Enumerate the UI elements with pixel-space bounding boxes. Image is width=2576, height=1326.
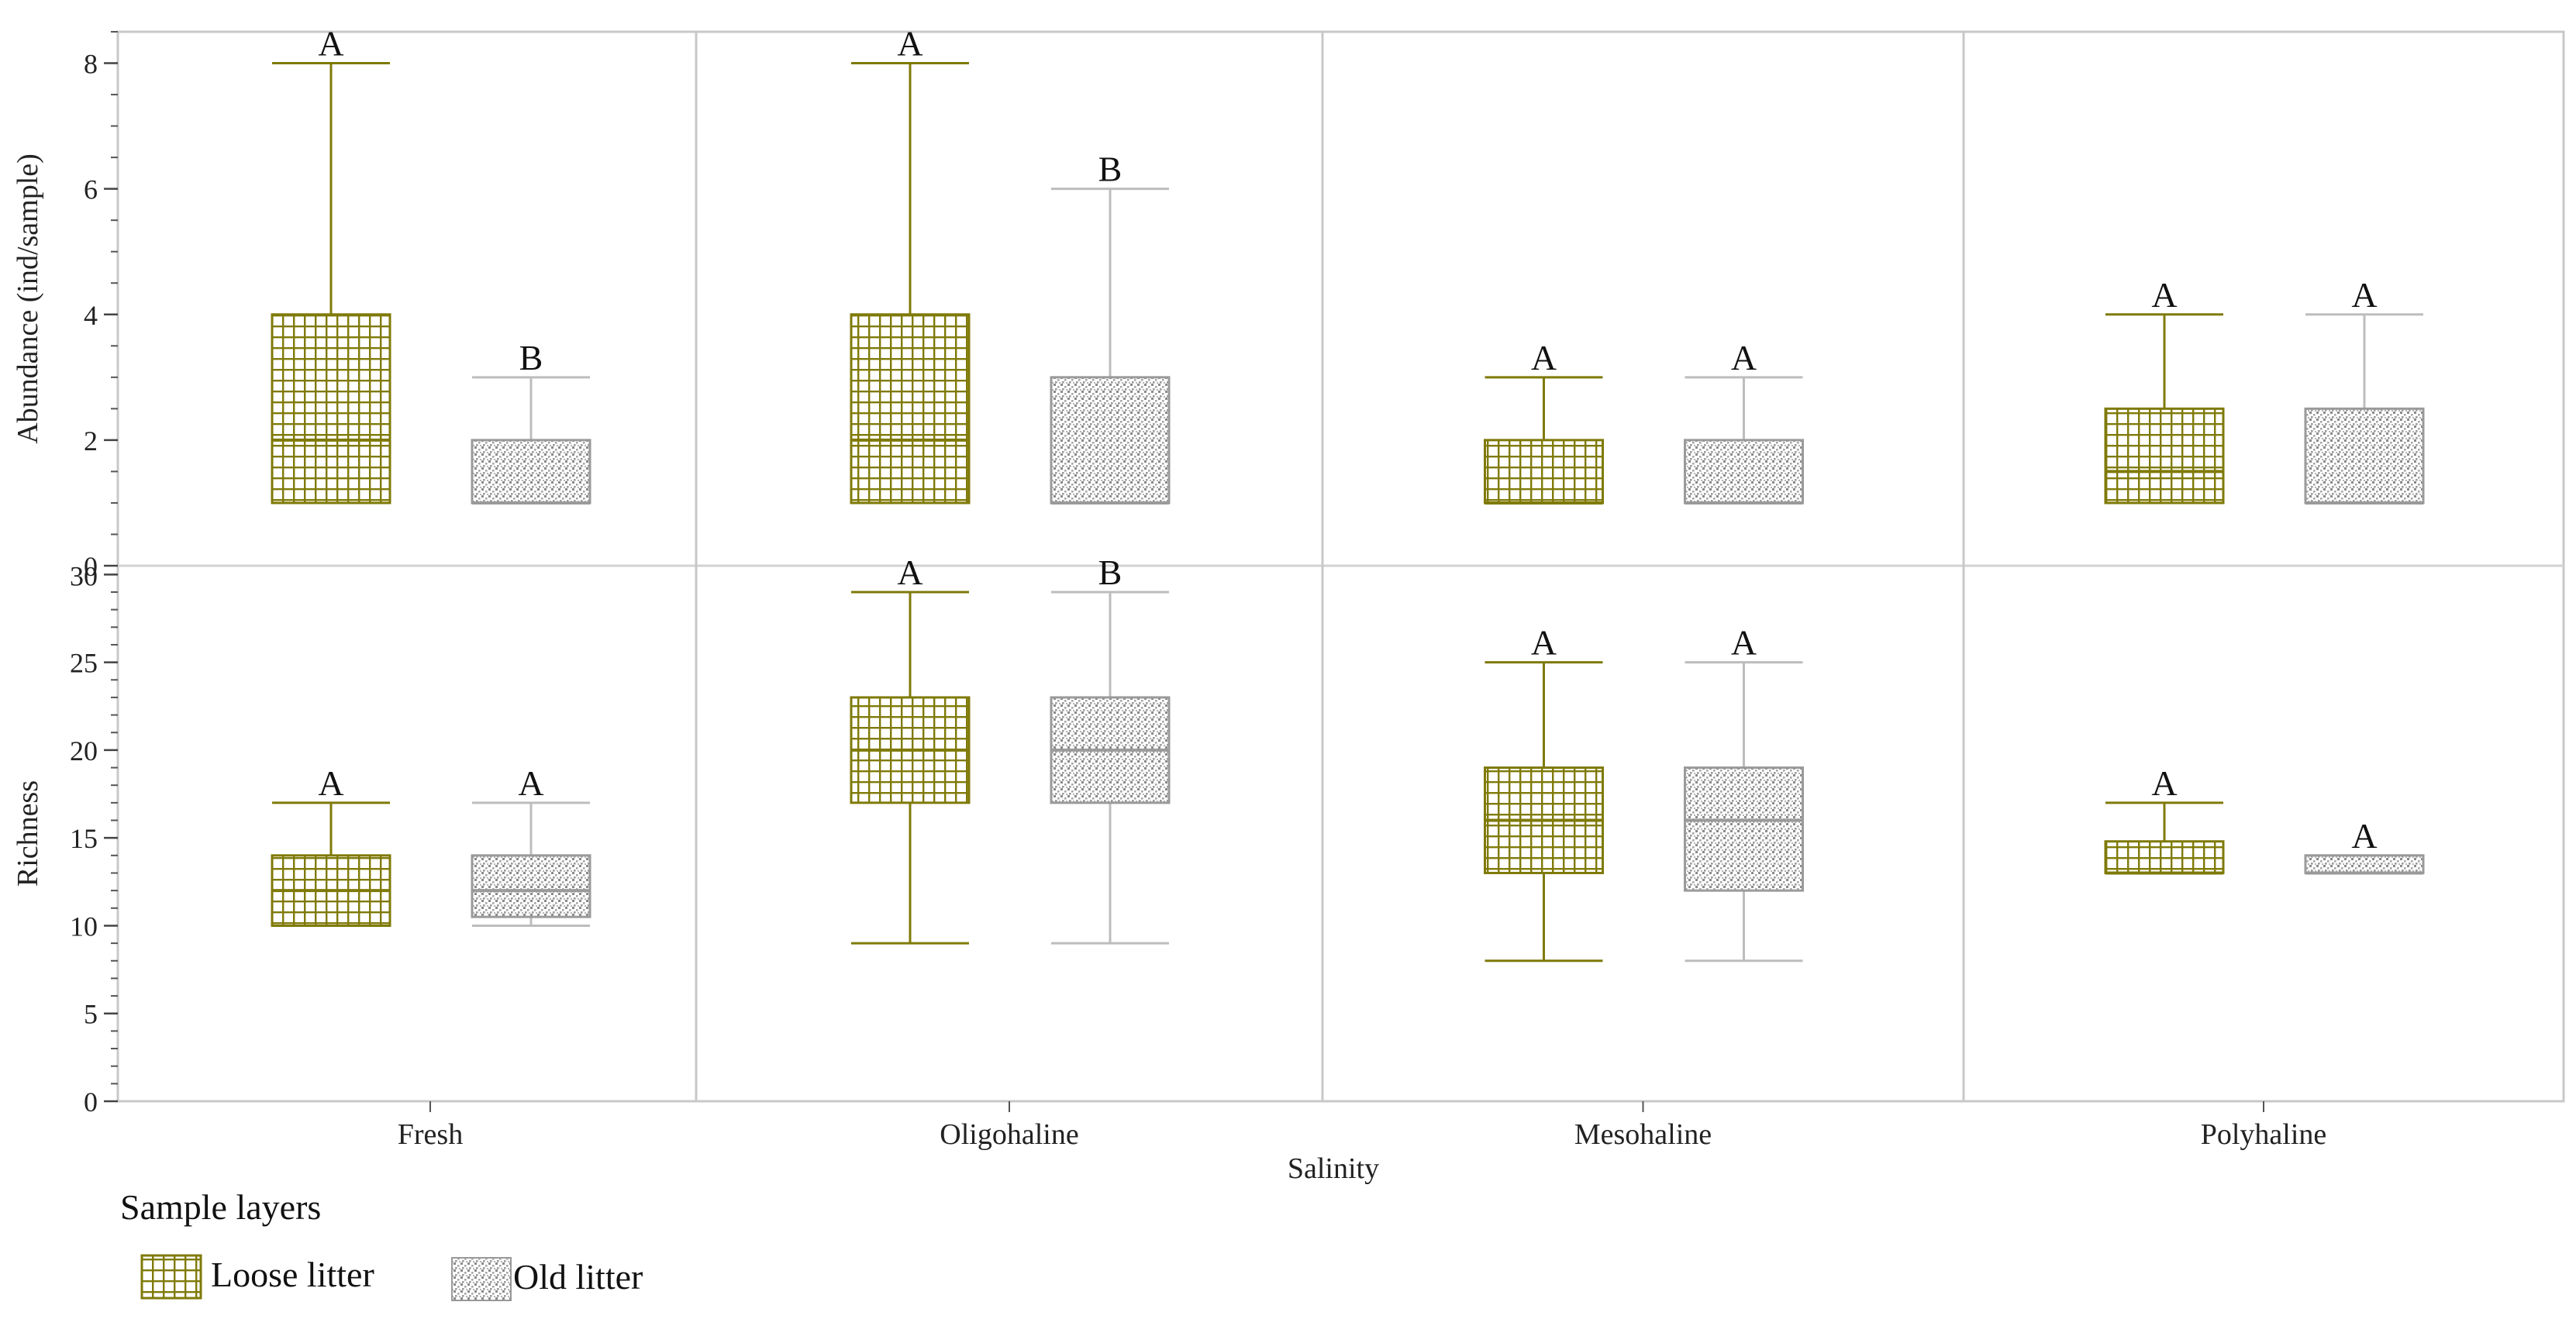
significance-letter: A [518,763,543,803]
significance-letter: A [2351,816,2377,856]
box-old-litter-oligohaline: B [1050,553,1171,945]
legend-item-old-litter[interactable]: Old litter [451,1257,643,1301]
box-loose-litter-fresh: A [271,763,391,927]
y-tick-label: 25 [70,648,98,679]
x-tick-label-fresh: Fresh [398,1118,463,1151]
plot-frame [116,30,2565,1103]
legend-item-loose-litter[interactable]: Loose litter [140,1254,374,1300]
box-loose-litter-oligohaline: A [850,553,971,945]
y-tick-label: 30 [70,560,98,591]
x-tick-label-mesohaline: Mesohaline [1574,1118,1712,1151]
iqr-box [1484,439,1604,505]
box-loose-litter-polyhaline: A [2104,275,2225,505]
box-old-litter-fresh: A [471,763,591,927]
y-tick-label: 0 [84,1087,98,1118]
legend-label-old-litter: Old litter [513,1257,643,1297]
significance-letter: A [2151,275,2177,315]
iqr-box [271,313,391,505]
y-axis-title: Abundance (ind/sample) [12,153,44,444]
iqr-box [471,854,591,918]
legend: Sample layers Loose litter Old litter [120,1187,643,1301]
x-axis-title: Salinity [1288,1152,1379,1185]
x-tick-labels: Fresh Oligohaline Mesohaline Polyhaline [398,1101,2327,1151]
box-loose-litter-mesohaline: A [1484,623,1604,963]
legend-title: Sample layers [120,1187,321,1227]
significance-letter: B [519,338,543,377]
x-axis: Fresh Oligohaline Mesohaline Polyhaline Sal… [398,1101,2327,1185]
box-loose-litter-polyhaline: A [2104,763,2225,875]
iqr-box [471,439,591,505]
y-tick-label: 8 [84,49,98,80]
iqr-box [2104,840,2225,874]
significance-letter: B [1098,150,1122,189]
box-old-litter-oligohaline: B [1050,150,1171,505]
panel-richness: Richness 0 5 10 15 20 25 30 A A A A A B A A [12,553,2425,1118]
legend-swatch-loose-litter [140,1254,202,1300]
significance-letter: A [897,553,922,592]
box-old-litter-mesohaline: A [1684,338,1804,505]
significance-letter: A [2151,763,2177,803]
significance-letter: A [2351,275,2377,315]
legend-label-loose-litter: Loose litter [211,1255,374,1294]
x-tick-label-polyhaline: Polyhaline [2201,1118,2327,1151]
significance-letter: A [1731,623,1757,663]
significance-letter: A [318,763,343,803]
significance-letter: A [1731,338,1757,377]
y-tick-label: 2 [84,425,98,456]
iqr-box [1684,439,1804,505]
iqr-box [850,313,971,505]
significance-letter: A [1531,623,1557,663]
significance-letter: A [897,24,922,64]
box-loose-litter-fresh: A [271,24,391,505]
iqr-box [1684,766,1804,892]
significance-letter: B [1098,553,1122,592]
panel-abundance: Abundance (ind/sample) 0 2 4 6 8 A A A A B B A A [12,24,2425,582]
y-tick-label: 6 [84,174,98,205]
iqr-box [2304,407,2425,505]
iqr-box [1050,376,1171,505]
box-loose-litter-mesohaline: A [1484,338,1604,505]
y-tick-label: 15 [70,823,98,854]
legend-swatch-old-litter [451,1257,512,1301]
y-tick-label: 20 [70,735,98,766]
box-old-litter-mesohaline: A [1684,623,1804,963]
y-tick-label: 4 [84,300,98,331]
significance-letter: A [318,24,343,64]
x-tick-label-oligohaline: Oligohaline [940,1118,1078,1151]
y-tick-label: 0 [84,551,98,582]
iqr-box [2104,407,2225,505]
iqr-box [2304,854,2425,874]
box-old-litter-polyhaline: A [2304,275,2425,505]
box-old-litter-polyhaline: A [2304,816,2425,875]
y-axis-title: Richness [12,780,44,887]
box-loose-litter-oligohaline: A [850,24,971,505]
box-old-litter-fresh: B [471,338,591,505]
y-tick-label: 10 [70,911,98,942]
y-tick-label: 5 [84,999,98,1030]
significance-letter: A [1531,338,1557,377]
